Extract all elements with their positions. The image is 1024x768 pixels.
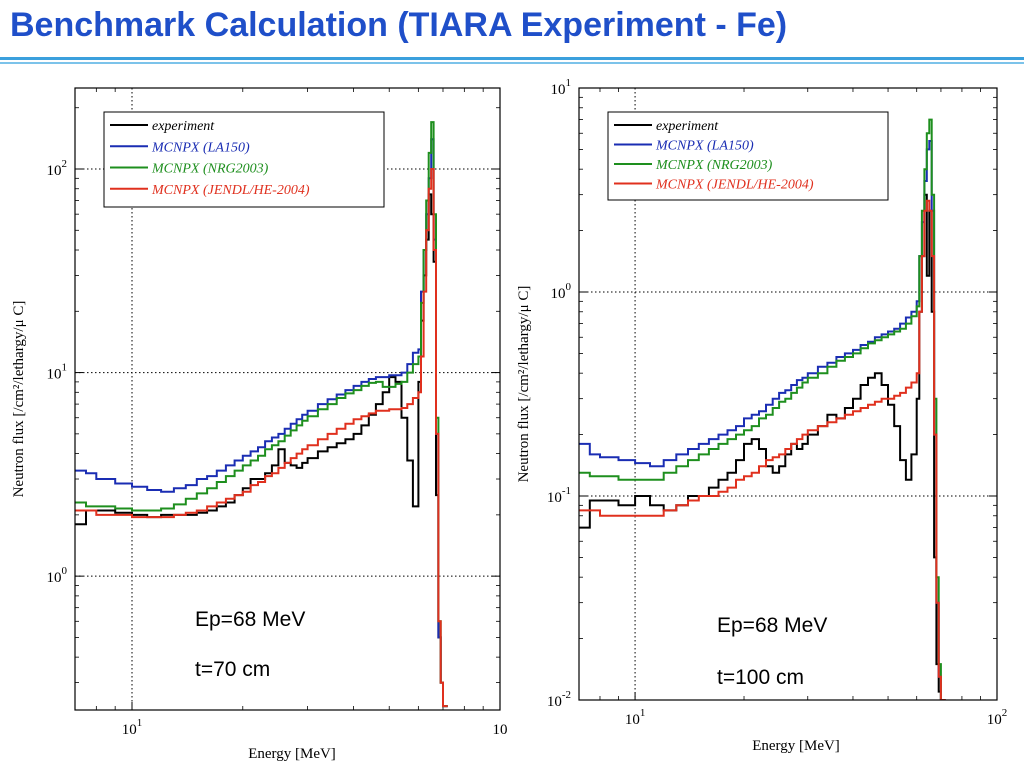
flux-chart-t70: 100 101 102 101 10 Energy [MeV] Neutron flux [… [11,87,508,762]
y-axis-label: Neutron flux [/cm²/lethargy/μ C] [11,301,27,498]
chart-annotation: t=70 cm [195,658,270,681]
y-tick-label: 10-2 [547,689,571,710]
legend-label-mcnpx-la150: MCNPX (LA150) [151,140,250,155]
legend-label-mcnpx-nrg2003: MCNPX (NRG2003) [655,158,773,173]
y-tick-label: 100 [551,281,572,302]
legend-box [607,111,889,201]
y-tick-label: 100 [47,565,68,586]
series-line-mcnpx-nrg2003 [579,118,946,700]
legend-label-mcnpx-nrg2003: MCNPX (NRG2003) [151,162,269,177]
x-axis-label: Energy [MeV] [752,738,840,754]
series-line-mcnpx-la150 [579,140,946,700]
legend-label-experiment: experiment [656,119,719,134]
legend-box [103,111,385,208]
chart-annotation: Ep=68 MeV [717,614,827,637]
chart-annotation: Ep=68 MeV [195,608,305,631]
plot-frame [578,87,998,701]
legend-label-mcnpx-jendl-he-2004: MCNPX (JENDL/HE-2004) [655,178,814,193]
x-tick-label: 102 [987,707,1008,728]
slide-title: Benchmark Calculation (TIARA Experiment … [10,6,788,44]
legend-label-mcnpx-la150: MCNPX (LA150) [655,139,754,154]
x-tick-label: 10 [493,722,508,738]
legend-label-experiment: experiment [152,119,215,134]
chart-annotation: t=100 cm [717,666,804,689]
plot-frame [74,87,501,711]
y-tick-label: 101 [551,77,572,98]
x-tick-label: 101 [122,717,143,738]
y-tick-label: 10-1 [547,485,571,506]
series-group [75,121,448,708]
x-axis-label: Energy [MeV] [248,746,336,762]
flux-chart-t100: 10-2 10-1 100 101 101 102 Energy [MeV] Neutron … [516,77,1008,754]
series-line-mcnpx-jendl-he-2004 [75,168,448,708]
title-underline-secondary [0,62,1024,64]
x-tick-label: 101 [625,707,646,728]
series-group [579,118,946,700]
legend-label-mcnpx-jendl-he-2004: MCNPX (JENDL/HE-2004) [151,183,310,198]
y-axis-label: Neutron flux [/cm²/lethargy/μ C] [516,286,532,483]
y-tick-label: 102 [47,158,68,179]
title-underline [0,57,1024,60]
series-line-mcnpx-jendl-he-2004 [579,199,946,700]
y-tick-label: 101 [47,362,68,383]
